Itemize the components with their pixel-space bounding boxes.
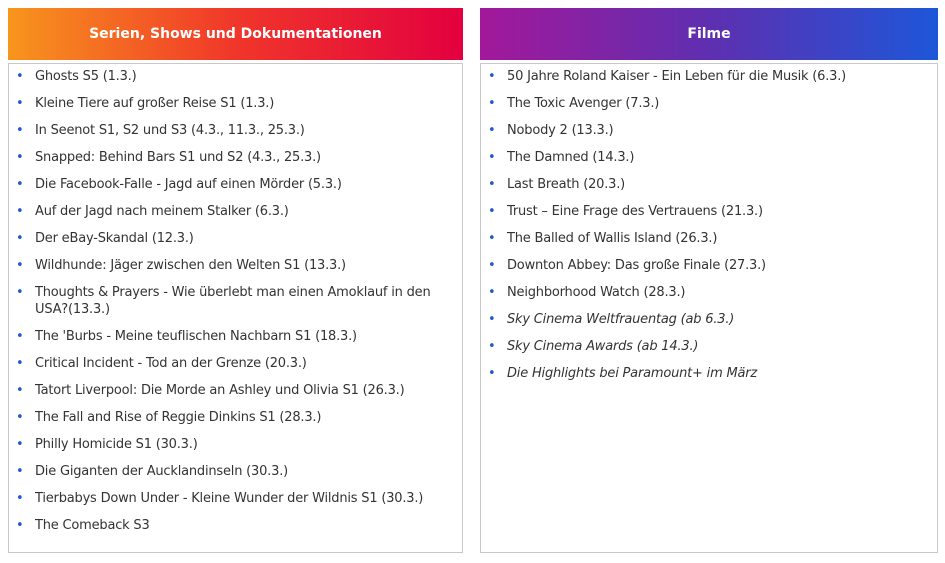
list-item: Kleine Tiere auf großer Reise S1 (1.3.) [16,95,452,112]
list-item: Die Facebook-Falle - Jagd auf einen Mörd… [16,176,452,193]
column-header: Serien, Shows und Dokumentationen [8,8,463,60]
list-item: The 'Burbs - Meine teuflischen Nachbarn … [16,328,452,345]
series-column: Serien, Shows und Dokumentationen Ghosts… [8,8,463,553]
list-item: Die Giganten der Aucklandinseln (30.3.) [16,463,452,480]
list-item: Wildhunde: Jäger zwischen den Welten S1 … [16,257,452,274]
column-body: Ghosts S5 (1.3.) Kleine Tiere auf großer … [8,63,463,553]
list-item: 50 Jahre Roland Kaiser - Ein Leben für d… [488,68,927,85]
list-item: Downton Abbey: Das große Finale (27.3.) [488,257,927,274]
list-item: Die Highlights bei Paramount+ im März [488,365,927,382]
list-item: Trust – Eine Frage des Vertrauens (21.3.… [488,203,927,220]
list-item: Neighborhood Watch (28.3.) [488,284,927,301]
list-item: Nobody 2 (13.3.) [488,122,927,139]
list-item: Snapped: Behind Bars S1 und S2 (4.3., 25… [16,149,452,166]
list-item: In Seenot S1, S2 und S3 (4.3., 11.3., 25… [16,122,452,139]
list-item: Sky Cinema Weltfrauentag (ab 6.3.) [488,311,927,328]
list-item: The Toxic Avenger (7.3.) [488,95,927,112]
item-list: 50 Jahre Roland Kaiser - Ein Leben für d… [481,64,937,382]
list-item: Ghosts S5 (1.3.) [16,68,452,85]
item-list: Ghosts S5 (1.3.) Kleine Tiere auf großer … [9,64,462,534]
films-column: Filme 50 Jahre Roland Kaiser - Ein Leben… [480,8,938,553]
column-header: Filme [480,8,938,60]
list-item: Auf der Jagd nach meinem Stalker (6.3.) [16,203,452,220]
list-item: Last Breath (20.3.) [488,176,927,193]
list-item: The Comeback S3 [16,517,452,534]
list-item: Der eBay-Skandal (12.3.) [16,230,452,247]
list-item: The Damned (14.3.) [488,149,927,166]
list-item: Critical Incident - Tod an der Grenze (2… [16,355,452,372]
column-body: 50 Jahre Roland Kaiser - Ein Leben für d… [480,63,938,553]
list-item: Sky Cinema Awards (ab 14.3.) [488,338,927,355]
list-item: Tierbabys Down Under - Kleine Wunder der… [16,490,452,507]
list-item: The Balled of Wallis Island (26.3.) [488,230,927,247]
list-item: Philly Homicide S1 (30.3.) [16,436,452,453]
list-item: Thoughts & Prayers - Wie überlebt man ei… [16,284,452,318]
list-item: The Fall and Rise of Reggie Dinkins S1 (… [16,409,452,426]
list-item: Tatort Liverpool: Die Morde an Ashley un… [16,382,452,399]
